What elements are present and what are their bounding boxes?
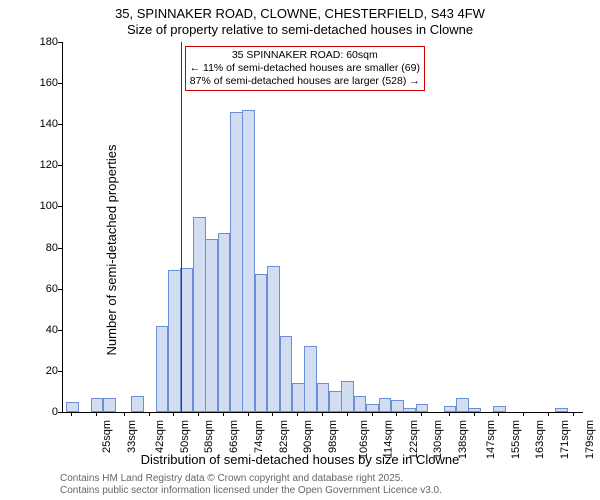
histogram-bar (255, 274, 268, 412)
title-line1: 35, SPINNAKER ROAD, CLOWNE, CHESTERFIELD… (0, 6, 600, 21)
marker-line (181, 42, 182, 412)
x-tick-mark (372, 412, 373, 416)
annotation-box: 35 SPINNAKER ROAD: 60sqm← 11% of semi-de… (185, 46, 425, 91)
y-tick-label: 40 (36, 324, 58, 336)
histogram-bar (555, 408, 568, 412)
x-tick-label: 25sqm (101, 420, 113, 453)
x-tick-mark (248, 412, 249, 416)
histogram-bar (193, 217, 206, 412)
x-tick-label: 90sqm (303, 420, 315, 453)
x-tick-label: 82sqm (278, 420, 290, 453)
histogram-bar (329, 391, 342, 412)
x-tick-mark (173, 412, 174, 416)
histogram-bar (391, 400, 404, 412)
x-axis-label: Distribution of semi-detached houses by … (0, 452, 600, 467)
x-tick-mark (198, 412, 199, 416)
histogram-bar (280, 336, 293, 412)
histogram-bar (267, 266, 280, 412)
x-tick-mark (71, 412, 72, 416)
x-tick-mark (474, 412, 475, 416)
y-tick-label: 140 (36, 118, 58, 130)
x-tick-mark (548, 412, 549, 416)
annotation-line1: 35 SPINNAKER ROAD: 60sqm (190, 49, 420, 62)
x-tick-label: 66sqm (228, 420, 240, 453)
footer-line2: Contains public sector information licen… (60, 485, 442, 496)
histogram-bar (354, 396, 367, 412)
plot-area: 35 SPINNAKER ROAD: 60sqm← 11% of semi-de… (62, 42, 583, 413)
histogram-bar (403, 408, 416, 412)
title-line2: Size of property relative to semi-detach… (0, 22, 600, 37)
x-tick-mark (573, 412, 574, 416)
histogram-bar (444, 406, 457, 412)
footer-line1: Contains HM Land Registry data © Crown c… (60, 473, 403, 484)
histogram-bar (156, 326, 169, 412)
histogram-bar (317, 383, 330, 412)
y-tick-label: 0 (36, 406, 58, 418)
x-tick-mark (297, 412, 298, 416)
y-tick-label: 80 (36, 242, 58, 254)
x-tick-label: 33sqm (126, 420, 138, 453)
y-tick-label: 100 (36, 200, 58, 212)
x-tick-mark (523, 412, 524, 416)
x-tick-mark (149, 412, 150, 416)
histogram-bar (341, 381, 354, 412)
histogram-bar (304, 346, 317, 412)
x-tick-mark (124, 412, 125, 416)
x-tick-label: 50sqm (179, 420, 191, 453)
histogram-bar (379, 398, 392, 412)
annotation-line2: ← 11% of semi-detached houses are smalle… (190, 62, 420, 75)
y-tick-label: 160 (36, 77, 58, 89)
y-tick-label: 120 (36, 159, 58, 171)
histogram-bar (230, 112, 243, 412)
x-tick-mark (347, 412, 348, 416)
x-tick-label: 98sqm (327, 420, 339, 453)
histogram-bar (456, 398, 469, 412)
x-tick-mark (498, 412, 499, 416)
y-tick-label: 60 (36, 283, 58, 295)
y-tick-label: 20 (36, 365, 58, 377)
x-tick-mark (396, 412, 397, 416)
histogram-bar (180, 268, 193, 412)
x-tick-label: 42sqm (154, 420, 166, 453)
annotation-line3: 87% of semi-detached houses are larger (… (190, 75, 420, 88)
x-tick-mark (272, 412, 273, 416)
histogram-bar (168, 270, 181, 412)
x-tick-mark (449, 412, 450, 416)
histogram-bar (205, 239, 218, 412)
y-tick-label: 180 (36, 36, 58, 48)
histogram-bar (91, 398, 104, 412)
histogram-bar (366, 404, 379, 412)
histogram-bar (131, 396, 144, 412)
x-tick-label: 74sqm (253, 420, 265, 453)
x-tick-mark (96, 412, 97, 416)
histogram-bar (218, 233, 231, 412)
histogram-bar (416, 404, 429, 412)
histogram-bar (103, 398, 116, 412)
x-tick-mark (421, 412, 422, 416)
histogram-bar (66, 402, 79, 412)
histogram-bar (292, 383, 305, 412)
x-tick-label: 58sqm (203, 420, 215, 453)
histogram-bar (242, 110, 255, 412)
chart-container: 35, SPINNAKER ROAD, CLOWNE, CHESTERFIELD… (0, 0, 600, 500)
x-tick-mark (322, 412, 323, 416)
x-tick-mark (223, 412, 224, 416)
